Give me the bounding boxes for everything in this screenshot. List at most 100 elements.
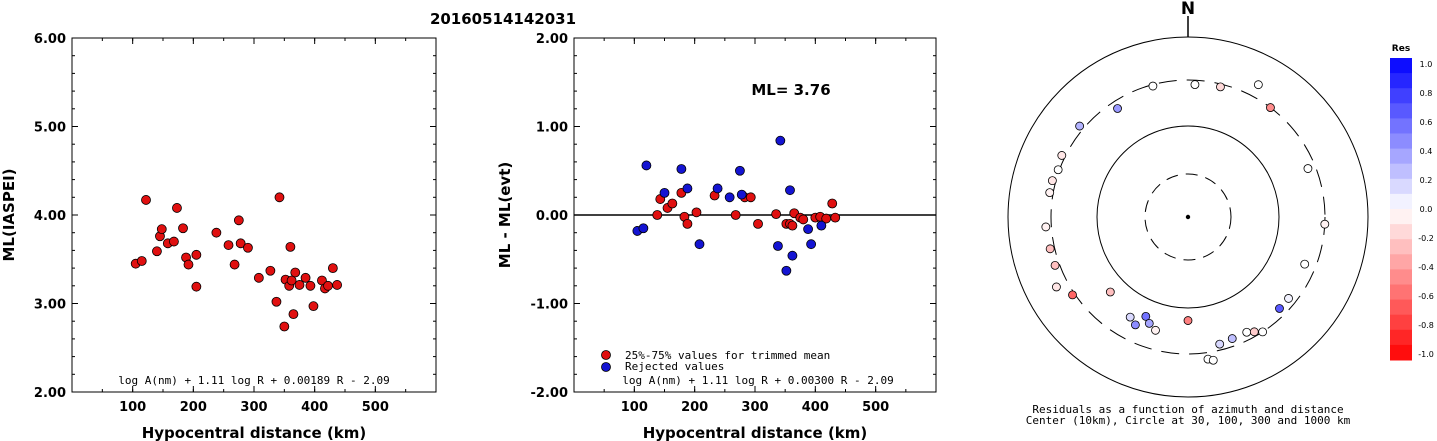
ml-point: [323, 280, 333, 291]
ml-point: [279, 321, 290, 332]
colorbar-segment: [1390, 193, 1412, 210]
station-residual-point: [1113, 104, 1122, 113]
station-residual-point: [1242, 327, 1252, 337]
colorbar-segment: [1390, 269, 1412, 285]
colorbar-tick-label: 0.8: [1420, 89, 1433, 98]
north-label: N: [1181, 0, 1195, 19]
panel2-y-ticks: -2.00 -1.00 0.00 1.00 2.00: [531, 32, 936, 401]
panel1-ytick-label: 2.00: [34, 386, 66, 401]
polar-caption-line1: Residuals as a function of azimuth and d…: [1032, 403, 1343, 416]
ml-point: [288, 309, 299, 320]
colorbar-tick-label: 0.2: [1420, 176, 1433, 185]
colorbar-tick-label: 0.4: [1420, 147, 1433, 156]
rejected-point: [735, 165, 745, 176]
station-residual-point: [1215, 339, 1225, 349]
station-residual-point: [1050, 260, 1060, 270]
ml-point: [178, 223, 188, 234]
station-residual-point: [1041, 222, 1051, 232]
station-residual-points: [1041, 80, 1330, 365]
trimmed-point: [652, 210, 663, 220]
trimmed-point: [771, 209, 782, 220]
colorbar-segment: [1390, 178, 1412, 195]
station-residual-point: [1183, 316, 1193, 325]
figure-title: 20160514142031: [430, 10, 576, 28]
ring-1000km: [1007, 36, 1369, 398]
ml-point: [141, 195, 151, 205]
colorbar-segment: [1390, 329, 1412, 346]
ml-point: [271, 296, 282, 307]
trimmed-point: [682, 218, 693, 229]
colorbar-segment: [1390, 88, 1412, 104]
colorbar-segment: [1390, 73, 1412, 89]
colorbar-segment: [1390, 103, 1412, 119]
trimmed-point: [830, 212, 841, 223]
legend-label-rejected: Rejected values: [625, 360, 724, 373]
station-residual-point: [1227, 334, 1237, 343]
station-residual-point: [1053, 165, 1063, 175]
colorbar-segment: [1390, 163, 1412, 180]
panel2-x-axis-label: Hypocentral distance (km): [643, 424, 868, 441]
ml-point: [294, 280, 305, 290]
panel2-x-ticks: 100 200 300 400 500: [603, 38, 907, 415]
panel1-points: [130, 192, 343, 332]
station-residual-point: [1052, 282, 1061, 292]
panel1-ytick-label: 6.00: [34, 32, 66, 47]
ring-30km: [1144, 173, 1232, 261]
station-residual-point: [1125, 312, 1135, 322]
panel1-xtick-label: 300: [240, 400, 267, 415]
azimuth-residual-panel: N Residuals as a function of azimuth and…: [1007, 0, 1434, 427]
rejected-point: [775, 135, 786, 146]
ml-point: [305, 280, 316, 291]
ring-300km: [1050, 79, 1326, 355]
panel1-xtick-label: 200: [180, 400, 207, 415]
trimmed-point: [753, 218, 763, 229]
panel1-ytick-label: 5.00: [34, 121, 66, 136]
station-residual-point: [1253, 80, 1263, 90]
ml-vs-distance-panel: 100 200 300 400 500 2.00 3.00 4.00 5.00 6.00 log…: [0, 32, 437, 441]
ml-point: [191, 249, 202, 260]
colorbar-segment: [1390, 284, 1412, 301]
colorbar-segment: [1390, 239, 1412, 255]
panel1-ytick-label: 4.00: [34, 209, 66, 224]
station-residual-point: [1275, 304, 1284, 313]
ml-point: [229, 259, 240, 270]
rejected-point: [641, 160, 652, 171]
ml-point: [211, 227, 222, 238]
trimmed-point: [745, 192, 756, 203]
panel1-xtick-label: 500: [362, 400, 389, 415]
ml-point: [253, 272, 264, 283]
rejected-point: [785, 185, 795, 196]
station-residual-point: [1249, 327, 1259, 337]
colorbar: 1.0 0.8 0.6 0.4 0.2 0.0 -0.2 -0.4 -0.6 -0.8 -1.0: [1390, 58, 1434, 361]
panel1-ytick-label: 3.00: [34, 298, 66, 313]
colorbar-tick-label: -0.6: [1418, 292, 1434, 301]
center-point: [1185, 214, 1191, 220]
panel2-xtick-label: 500: [862, 400, 889, 415]
station-residual-point: [1148, 81, 1158, 91]
station-residual-point: [1266, 103, 1275, 112]
panel1-xtick-label: 400: [301, 400, 328, 415]
colorbar-segment: [1390, 209, 1412, 225]
rejected-point: [803, 224, 813, 235]
rejected-point: [736, 189, 747, 200]
station-residual-point: [1045, 244, 1055, 254]
rejected-point: [712, 183, 723, 194]
rejected-point: [787, 250, 798, 261]
station-residual-point: [1141, 311, 1151, 321]
ml-point: [223, 240, 234, 250]
colorbar-segment: [1390, 254, 1412, 270]
colorbar-segment: [1390, 314, 1412, 331]
colorbar-segment: [1390, 133, 1412, 150]
rejected-point: [806, 239, 817, 250]
colorbar-tick-label: -0.2: [1418, 234, 1434, 243]
station-residual-point: [1144, 318, 1154, 328]
ml-point: [300, 272, 311, 283]
trimmed-point: [667, 198, 678, 209]
legend-marker-trimmed: [601, 350, 611, 360]
polar-caption-line2: Center (10km), Circle at 30, 100, 300 an…: [1026, 414, 1351, 427]
panel2-formula: log A(nm) + 1.11 log R + 0.00300 R - 2.0…: [622, 374, 894, 387]
ml-point: [265, 265, 276, 276]
station-residual-point: [1105, 287, 1115, 297]
ml-point: [156, 224, 167, 235]
colorbar-tick-label: -0.8: [1418, 321, 1434, 330]
